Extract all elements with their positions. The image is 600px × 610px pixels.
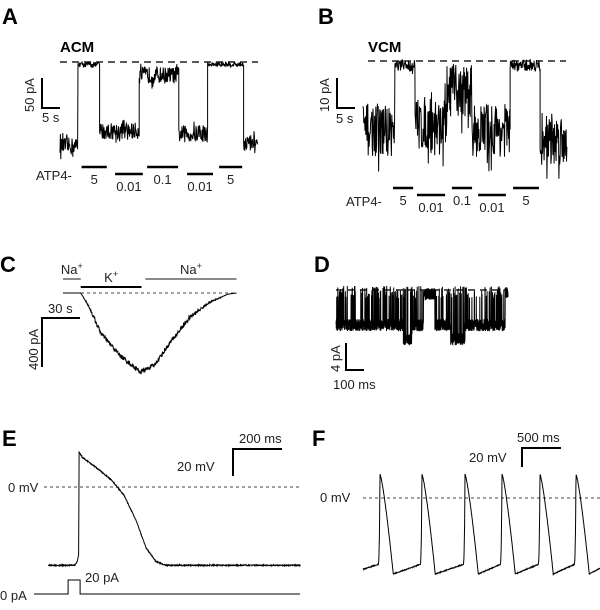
scale-x-label-e: 200 ms bbox=[239, 431, 282, 446]
scale-bar-d bbox=[345, 343, 364, 371]
stimulus-concentration-label: 0.01 bbox=[187, 179, 212, 194]
stim-amplitude-label-e: 20 pA bbox=[85, 570, 119, 585]
single-channel-trace bbox=[335, 285, 509, 346]
panel-f: F 500 ms 20 mV 0 mV bbox=[312, 426, 600, 577]
panel-e: E 20 mV 200 ms 0 mV 0 pA 20 pA bbox=[0, 426, 301, 603]
zero-mv-label-f: 0 mV bbox=[320, 490, 351, 505]
action-potential-train-trace bbox=[362, 473, 600, 577]
stimulus-concentration-label: 0.1 bbox=[154, 172, 172, 187]
scale-x-label-d: 100 ms bbox=[333, 377, 376, 392]
trace-f bbox=[362, 473, 600, 577]
stimulus-concentration-label: 0.01 bbox=[116, 179, 141, 194]
panel-label-b: B bbox=[318, 4, 334, 29]
trace-c bbox=[63, 292, 237, 375]
scale-x-label-a: 5 s bbox=[42, 110, 60, 125]
scale-bar-c bbox=[41, 317, 80, 367]
stimulus-concentration-label: 5 bbox=[522, 193, 529, 208]
solution-label: K+ bbox=[104, 269, 118, 285]
panel-c: C 30 s 400 pA Na+ K+ Na+ bbox=[0, 252, 237, 375]
solution-label: Na+ bbox=[61, 261, 83, 277]
stimulus-concentration-label: 5 bbox=[399, 193, 406, 208]
stimulus-concentration-label: 0.01 bbox=[418, 200, 443, 215]
action-potential-trace bbox=[47, 450, 301, 568]
panel-a-title: ACM bbox=[60, 39, 94, 56]
panel-a: A ACM 50 pA 5 s ATP4- 5 0.01 0.1 0.01 5 bbox=[2, 4, 259, 194]
panel-b: B VCM 10 pA 5 s ATP4- 5 0.01 0.1 0.01 5 bbox=[317, 4, 568, 215]
scale-y-label-b: 10 pA bbox=[317, 78, 332, 112]
current-trace bbox=[63, 292, 237, 375]
scale-y-label-e: 20 mV bbox=[177, 459, 215, 474]
panel-b-title: VCM bbox=[368, 39, 401, 56]
stimulus-concentration-label: 5 bbox=[91, 172, 98, 187]
stim-label-a: ATP4- bbox=[36, 168, 72, 183]
scale-x-label-f: 500 ms bbox=[517, 430, 560, 445]
panel-label-d: D bbox=[314, 252, 330, 277]
trace-e bbox=[34, 450, 301, 595]
trace-d bbox=[335, 285, 509, 346]
stimulus-concentration-label: 5 bbox=[227, 172, 234, 187]
scale-y-label-a: 50 pA bbox=[22, 78, 37, 112]
scale-x-label-c: 30 s bbox=[48, 301, 73, 316]
panel-label-a: A bbox=[2, 4, 18, 29]
stimulus-current-trace bbox=[34, 579, 300, 595]
solutions-c: Na+ K+ Na+ bbox=[61, 261, 237, 288]
stimulus-concentration-label: 0.1 bbox=[453, 193, 471, 208]
scale-bar-e bbox=[232, 448, 282, 476]
panel-label-f: F bbox=[312, 426, 325, 451]
zero-pa-label-e: 0 pA bbox=[0, 588, 27, 603]
stimuli-b: 5 0.01 0.1 0.01 5 bbox=[393, 186, 539, 215]
current-trace bbox=[59, 60, 259, 160]
panel-d: D 4 pA 100 ms bbox=[314, 252, 509, 392]
solution-label: Na+ bbox=[180, 261, 202, 277]
scale-y-label-c: 400 pA bbox=[26, 328, 41, 370]
trace-a bbox=[59, 60, 259, 160]
scale-bar-b bbox=[336, 78, 355, 109]
panel-label-c: C bbox=[0, 252, 16, 277]
scale-x-label-b: 5 s bbox=[336, 111, 354, 126]
stim-label-b: ATP4- bbox=[346, 194, 382, 209]
stimuli-a: 5 0.01 0.1 0.01 5 bbox=[81, 165, 243, 194]
scale-bar-a bbox=[41, 78, 60, 109]
scale-y-label-f: 20 mV bbox=[469, 450, 507, 465]
stimulus-concentration-label: 0.01 bbox=[479, 200, 504, 215]
panel-label-e: E bbox=[2, 426, 17, 451]
scale-bar-f bbox=[521, 447, 561, 467]
zero-mv-label-e: 0 mV bbox=[8, 480, 39, 495]
trace-b bbox=[362, 59, 568, 179]
scale-y-label-d: 4 pA bbox=[328, 345, 343, 372]
current-trace bbox=[362, 59, 568, 179]
